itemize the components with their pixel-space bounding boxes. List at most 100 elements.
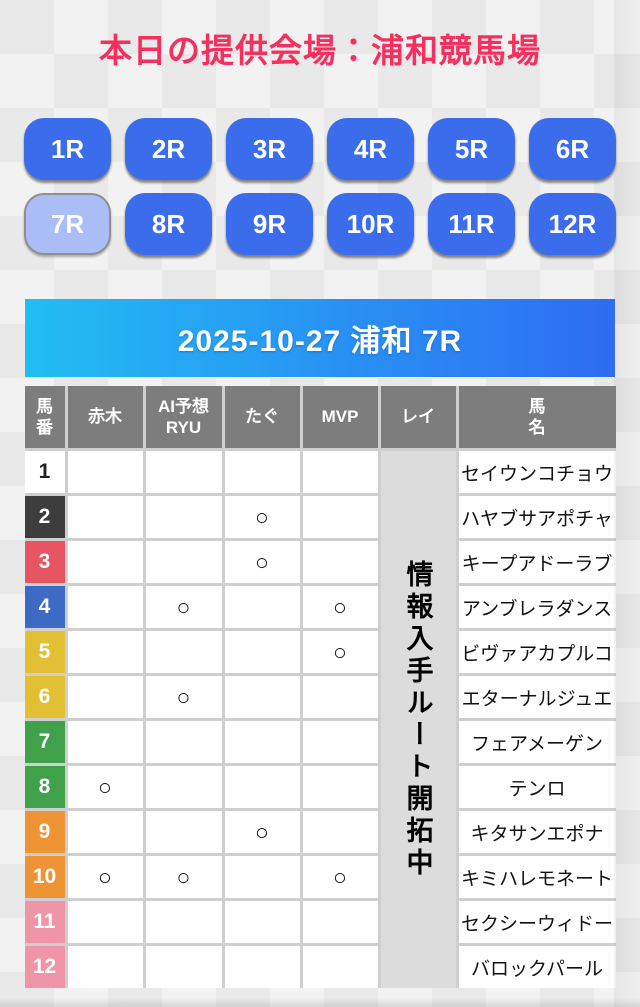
race-button-10r[interactable]: 10R (327, 193, 414, 255)
mark-cell-tagu (224, 766, 300, 808)
race-button-8r[interactable]: 8R (125, 193, 212, 255)
mark-cell-ai-yosou-ryu (145, 811, 222, 853)
mark-cell-akagi (67, 586, 143, 628)
race-button-6r[interactable]: 6R (529, 118, 616, 180)
column-header-umaban: 馬 番 (24, 386, 65, 448)
mark-cell-akagi (67, 451, 143, 493)
prediction-table: 馬 番赤木 AI予想 RYU たぐ MVP レイ馬 名情報入手ルート開拓中 1 セイウンコチ… (24, 386, 616, 988)
rei-notice-cell: 情報入手ルート開拓中 (380, 451, 456, 988)
mark-cell-ai-yosou-ryu (145, 631, 222, 673)
mark-cell-ai-yosou-ryu (145, 541, 222, 583)
horse-number-cell: 10 (24, 856, 65, 898)
column-header-akagi: 赤木 (67, 386, 143, 448)
horse-number-cell: 2 (24, 496, 65, 538)
horse-number-cell: 6 (24, 676, 65, 718)
mark-cell-tagu: ○ (224, 811, 300, 853)
horse-number-cell: 4 (24, 586, 65, 628)
mark-cell-mvp (302, 451, 378, 493)
mark-cell-mvp: ○ (302, 586, 378, 628)
mark-cell-ai-yosou-ryu: ○ (145, 586, 222, 628)
column-header-tagu: たぐ (224, 386, 300, 448)
mark-cell-ai-yosou-ryu (145, 901, 222, 943)
mark-cell-ai-yosou-ryu (145, 721, 222, 763)
race-button-11r[interactable]: 11R (428, 193, 515, 255)
horse-number-cell: 5 (24, 631, 65, 673)
horse-name-cell: セクシーウィドー (458, 901, 616, 943)
mark-cell-akagi (67, 676, 143, 718)
race-button-7r[interactable]: 7R (24, 193, 111, 255)
race-button-9r[interactable]: 9R (226, 193, 313, 255)
horse-name-cell: ハヤブサアポチャ (458, 496, 616, 538)
horse-name-cell: キープアドーラブ (458, 541, 616, 583)
mark-cell-ai-yosou-ryu (145, 496, 222, 538)
mark-cell-akagi (67, 811, 143, 853)
mark-cell-tagu (224, 631, 300, 673)
horse-number-cell: 7 (24, 721, 65, 763)
mark-cell-akagi: ○ (67, 856, 143, 898)
horse-number-cell: 8 (24, 766, 65, 808)
mark-cell-mvp (302, 676, 378, 718)
horse-name-cell: キミハレモネート (458, 856, 616, 898)
horse-number-cell: 9 (24, 811, 65, 853)
column-header-rei: レイ (380, 386, 456, 448)
mark-cell-ai-yosou-ryu: ○ (145, 676, 222, 718)
mark-cell-mvp (302, 721, 378, 763)
mark-cell-mvp (302, 496, 378, 538)
mark-cell-tagu (224, 451, 300, 493)
mark-cell-mvp (302, 811, 378, 853)
mark-cell-akagi (67, 496, 143, 538)
horse-number-cell: 12 (24, 946, 65, 988)
race-button-2r[interactable]: 2R (125, 118, 212, 180)
horse-name-cell: キタサンエポナ (458, 811, 616, 853)
horse-name-cell: ビヴァアカプルコ (458, 631, 616, 673)
mark-cell-akagi (67, 901, 143, 943)
mark-cell-akagi (67, 631, 143, 673)
mark-cell-tagu (224, 721, 300, 763)
horse-number-cell: 11 (24, 901, 65, 943)
mark-cell-ai-yosou-ryu (145, 766, 222, 808)
mark-cell-akagi: ○ (67, 766, 143, 808)
mark-cell-tagu: ○ (224, 541, 300, 583)
rei-notice-text: 情報入手ルート開拓中 (402, 559, 433, 880)
horse-number-cell: 1 (24, 451, 65, 493)
race-button-4r[interactable]: 4R (327, 118, 414, 180)
mark-cell-ai-yosou-ryu: ○ (145, 856, 222, 898)
horse-name-cell: セイウンコチョウ (458, 451, 616, 493)
column-header-umamei: 馬 名 (458, 386, 616, 448)
mark-cell-ai-yosou-ryu (145, 451, 222, 493)
mark-cell-tagu (224, 856, 300, 898)
horse-name-cell: アンブレラダンス (458, 586, 616, 628)
race-header-label: 2025-10-27 浦和 7R (177, 325, 463, 358)
mark-cell-mvp (302, 946, 378, 988)
race-header-banner: 2025-10-27 浦和 7R (25, 299, 615, 377)
horse-name-cell: エターナルジュエ (458, 676, 616, 718)
mark-cell-tagu (224, 586, 300, 628)
column-header-ai-yosou-ryu: AI予想 RYU (145, 386, 222, 448)
horse-name-cell: テンロ (458, 766, 616, 808)
mark-cell-akagi (67, 541, 143, 583)
race-button-3r[interactable]: 3R (226, 118, 313, 180)
mark-cell-mvp: ○ (302, 631, 378, 673)
horse-name-cell: バロックパール (458, 946, 616, 988)
horse-name-cell: フェアメーゲン (458, 721, 616, 763)
mark-cell-tagu (224, 901, 300, 943)
race-button-grid: 1R 2R 3R 4R 5R 6R 7R 8R 9R 10R 11R 12R (24, 118, 616, 255)
race-button-12r[interactable]: 12R (529, 193, 616, 255)
mark-cell-akagi (67, 946, 143, 988)
column-header-mvp: MVP (302, 386, 378, 448)
race-button-1r[interactable]: 1R (24, 118, 111, 180)
mark-cell-mvp: ○ (302, 856, 378, 898)
race-button-5r[interactable]: 5R (428, 118, 515, 180)
mark-cell-mvp (302, 541, 378, 583)
mark-cell-tagu: ○ (224, 496, 300, 538)
mark-cell-tagu (224, 676, 300, 718)
mark-cell-akagi (67, 721, 143, 763)
mark-cell-tagu (224, 946, 300, 988)
mark-cell-mvp (302, 901, 378, 943)
horse-number-cell: 3 (24, 541, 65, 583)
right-edge-shadow (614, 0, 640, 1007)
bottom-edge-shadow (0, 998, 640, 1007)
mark-cell-ai-yosou-ryu (145, 946, 222, 988)
mark-cell-mvp (302, 766, 378, 808)
